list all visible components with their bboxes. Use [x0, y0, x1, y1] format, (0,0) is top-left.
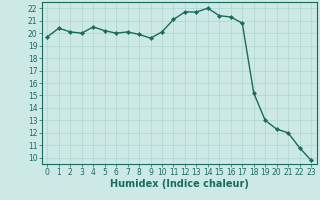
X-axis label: Humidex (Indice chaleur): Humidex (Indice chaleur)	[110, 179, 249, 189]
